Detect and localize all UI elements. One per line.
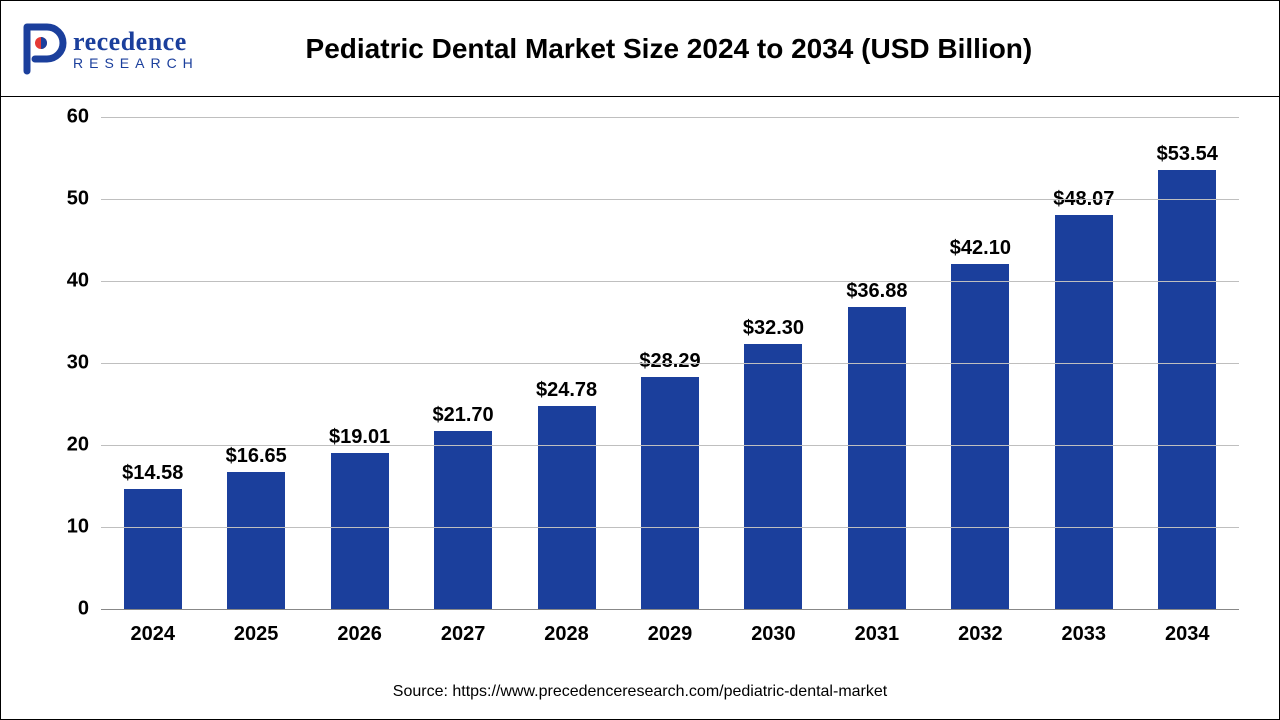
grid-line bbox=[101, 363, 1239, 364]
y-tick-label: 50 bbox=[51, 188, 101, 211]
y-tick-label: 30 bbox=[51, 352, 101, 375]
bar-rect bbox=[1055, 215, 1113, 609]
grid-line bbox=[101, 117, 1239, 118]
x-tick-label: 2026 bbox=[337, 609, 382, 646]
y-tick-label: 40 bbox=[51, 270, 101, 293]
x-tick-label: 2031 bbox=[855, 609, 900, 646]
x-tick-label: 2028 bbox=[544, 609, 589, 646]
y-tick-label: 10 bbox=[51, 516, 101, 539]
header-row: recedence RESEARCH Pediatric Dental Mark… bbox=[1, 1, 1279, 97]
bar-rect bbox=[331, 453, 389, 609]
bar-rect bbox=[951, 264, 1009, 609]
x-tick-label: 2034 bbox=[1165, 609, 1210, 646]
x-tick-label: 2029 bbox=[648, 609, 693, 646]
bar-rect bbox=[1158, 170, 1216, 609]
bar-value-label: $28.29 bbox=[639, 350, 700, 373]
chart-title: Pediatric Dental Market Size 2024 to 203… bbox=[199, 33, 1259, 65]
grid-line bbox=[101, 199, 1239, 200]
y-tick-label: 60 bbox=[51, 106, 101, 129]
logo-wordmark: recedence bbox=[73, 27, 199, 57]
bar-rect bbox=[538, 406, 596, 609]
bar-value-label: $24.78 bbox=[536, 379, 597, 402]
bar-rect bbox=[848, 307, 906, 609]
bar-rect bbox=[641, 377, 699, 609]
plot-area: $14.582024$16.652025$19.012026$21.702027… bbox=[101, 117, 1239, 609]
x-tick-label: 2032 bbox=[958, 609, 1003, 646]
bar-rect bbox=[124, 489, 182, 609]
x-tick-label: 2024 bbox=[130, 609, 175, 646]
logo-p-icon bbox=[21, 21, 67, 77]
bar-value-label: $21.70 bbox=[433, 404, 494, 427]
bar-value-label: $32.30 bbox=[743, 317, 804, 340]
x-tick-label: 2027 bbox=[441, 609, 486, 646]
y-tick-label: 0 bbox=[51, 598, 101, 621]
grid-line bbox=[101, 609, 1239, 610]
bar-rect bbox=[744, 344, 802, 609]
bar-rect bbox=[434, 431, 492, 609]
bar-value-label: $53.54 bbox=[1157, 143, 1218, 166]
bar-value-label: $42.10 bbox=[950, 237, 1011, 260]
grid-line bbox=[101, 527, 1239, 528]
brand-logo: recedence RESEARCH bbox=[21, 21, 199, 77]
bar-value-label: $14.58 bbox=[122, 462, 183, 485]
chart-area: $14.582024$16.652025$19.012026$21.702027… bbox=[1, 97, 1279, 719]
x-tick-label: 2030 bbox=[751, 609, 796, 646]
x-tick-label: 2033 bbox=[1062, 609, 1107, 646]
bar-value-label: $36.88 bbox=[846, 280, 907, 303]
bar-rect bbox=[227, 472, 285, 609]
chart-container: recedence RESEARCH Pediatric Dental Mark… bbox=[0, 0, 1280, 720]
source-text: Source: https://www.precedenceresearch.c… bbox=[1, 683, 1279, 701]
grid-line bbox=[101, 445, 1239, 446]
logo-subtitle: RESEARCH bbox=[73, 55, 199, 71]
x-tick-label: 2025 bbox=[234, 609, 279, 646]
grid-line bbox=[101, 281, 1239, 282]
logo-text-block: recedence RESEARCH bbox=[73, 27, 199, 71]
bar-value-label: $16.65 bbox=[226, 445, 287, 468]
y-tick-label: 20 bbox=[51, 434, 101, 457]
